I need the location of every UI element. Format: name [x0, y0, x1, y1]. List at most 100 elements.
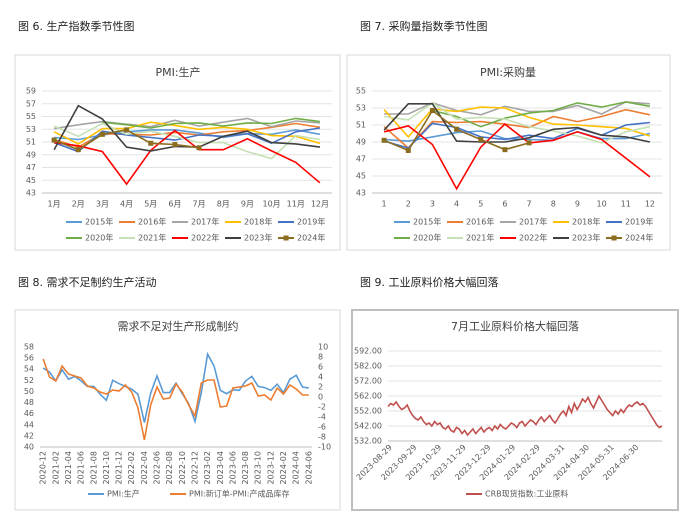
x-tick-label: 7月 [193, 200, 206, 209]
legend-label: 2020年 [413, 233, 441, 243]
x-tick-label: 6 [502, 200, 507, 209]
legend-label: 2022年 [519, 233, 547, 243]
y-tick-label: 45 [26, 176, 36, 185]
legend-label: PMI:生产 [107, 489, 140, 499]
point-marker [429, 108, 435, 114]
legend-label: CRB现货指数:工业原料 [485, 489, 568, 499]
point-marker [51, 137, 57, 143]
x-tick-label: 12月 [311, 200, 329, 209]
y-tick-label: 59 [26, 87, 36, 96]
x-tick-label: 5月 [144, 200, 157, 209]
legend-label: 2015年 [413, 217, 441, 227]
x-tick-label: 3 [430, 200, 435, 209]
legend-marker [611, 235, 617, 241]
y-tick-label: 56 [24, 354, 34, 363]
figure-caption: 图 7. 采购量指数季节性图 [360, 19, 488, 33]
chart-frame [14, 309, 341, 511]
x-tick-label: 2021-12 [115, 451, 124, 484]
y2-tick-label: 2 [318, 383, 323, 392]
legend-label: 2017年 [191, 217, 219, 227]
point-marker [99, 131, 105, 137]
x-tick-label: 2023-04 [216, 451, 225, 484]
x-tick-label: 2月 [72, 200, 85, 209]
chart-frame [14, 54, 341, 251]
x-tick-label: 2022-02 [127, 451, 136, 484]
y-tick-label: 592.00 [354, 347, 382, 356]
y-tick-label: 552.00 [354, 407, 382, 416]
point-marker [381, 137, 387, 143]
x-tick-label: 2021-08 [89, 451, 98, 484]
x-tick-label: 2023-06 [228, 451, 237, 484]
legend-label: 2017年 [519, 217, 547, 227]
x-tick-label: 3月 [96, 200, 109, 209]
series-line [53, 129, 321, 186]
y-tick-label: 53 [356, 104, 366, 113]
point-marker [526, 140, 532, 146]
x-tick-label: 2022-08 [165, 451, 174, 484]
x-tick-label: 2024-02 [279, 451, 288, 484]
legend-label: 2024年 [625, 233, 653, 243]
figure-caption: 图 8. 需求不足制约生产活动 [18, 275, 157, 289]
y-tick-label: 532.00 [354, 437, 382, 446]
x-tick-label: 2023-02 [203, 451, 212, 484]
series-line [383, 121, 650, 149]
y2-tick-label: 6 [318, 363, 323, 372]
x-tick-label: 2021-04 [64, 451, 73, 484]
x-tick-label: 4 [454, 200, 459, 209]
series-line [384, 101, 650, 116]
series-line [53, 127, 321, 153]
x-tick-label: 9 [575, 200, 580, 209]
series-line [384, 130, 651, 142]
point-marker [502, 147, 508, 153]
y-tick-label: 582.00 [354, 362, 382, 371]
y2-tick-label: 10 [318, 343, 328, 352]
y-tick-label: 49 [26, 150, 36, 159]
legend-label: 2021年 [138, 233, 166, 243]
y2-tick-label: 0 [318, 393, 323, 402]
chart-title: 需求不足对生产形成制约 [118, 319, 239, 333]
x-tick-label: 11月 [287, 200, 305, 209]
y2-tick-label: -10 [318, 443, 331, 452]
y-tick-label: 52 [24, 376, 34, 385]
y-tick-label: 40 [24, 443, 34, 452]
legend-label: 2023年 [244, 233, 272, 243]
y-tick-label: 53 [26, 125, 36, 134]
x-tick-label: 8月 [217, 200, 230, 209]
y-tick-label: 572.00 [354, 377, 382, 386]
legend-label: 2019年 [297, 217, 325, 227]
legend-label: 2019年 [625, 217, 653, 227]
y-tick-label: 54 [24, 365, 34, 374]
legend-label: PMI:新订单-PMI:产成品库存 [189, 489, 289, 499]
y2-tick-label: 8 [318, 353, 323, 362]
x-tick-label: 2023-12 [266, 451, 275, 484]
legend-label: 2015年 [85, 217, 113, 227]
legend-label: 2023年 [572, 233, 600, 243]
x-tick-label: 12 [645, 200, 655, 209]
point-marker [172, 142, 178, 148]
y-tick-label: 43 [356, 189, 366, 198]
x-tick-label: 2024-04 [292, 451, 301, 484]
series-line [53, 121, 321, 145]
x-tick-label: 2023-10 [254, 451, 263, 484]
series-line [383, 108, 651, 150]
y2-tick-label: 4 [318, 373, 323, 382]
legend-label: 2018年 [244, 217, 272, 227]
legend-marker [283, 235, 289, 241]
y-tick-label: 46 [24, 409, 34, 418]
point-marker [124, 127, 130, 133]
y-tick-label: 43 [26, 189, 36, 198]
legend-label: 2016年 [466, 217, 494, 227]
y-tick-label: 42 [24, 431, 34, 440]
y-tick-label: 48 [24, 398, 34, 407]
y2-tick-label: -6 [318, 423, 326, 432]
figure-caption: 图 9. 工业原料价格大幅回落 [360, 275, 499, 289]
x-tick-label: 2022-10 [178, 451, 187, 484]
chart-title: PMI:采购量 [480, 65, 536, 79]
point-marker [196, 145, 202, 151]
series-line [102, 117, 321, 129]
legend-label: 2020年 [85, 233, 113, 243]
chart-title: PMI:生产 [155, 65, 200, 79]
y-tick-label: 49 [356, 138, 366, 147]
x-tick-label: 4月 [120, 200, 133, 209]
x-tick-label: 2021-02 [51, 451, 60, 484]
